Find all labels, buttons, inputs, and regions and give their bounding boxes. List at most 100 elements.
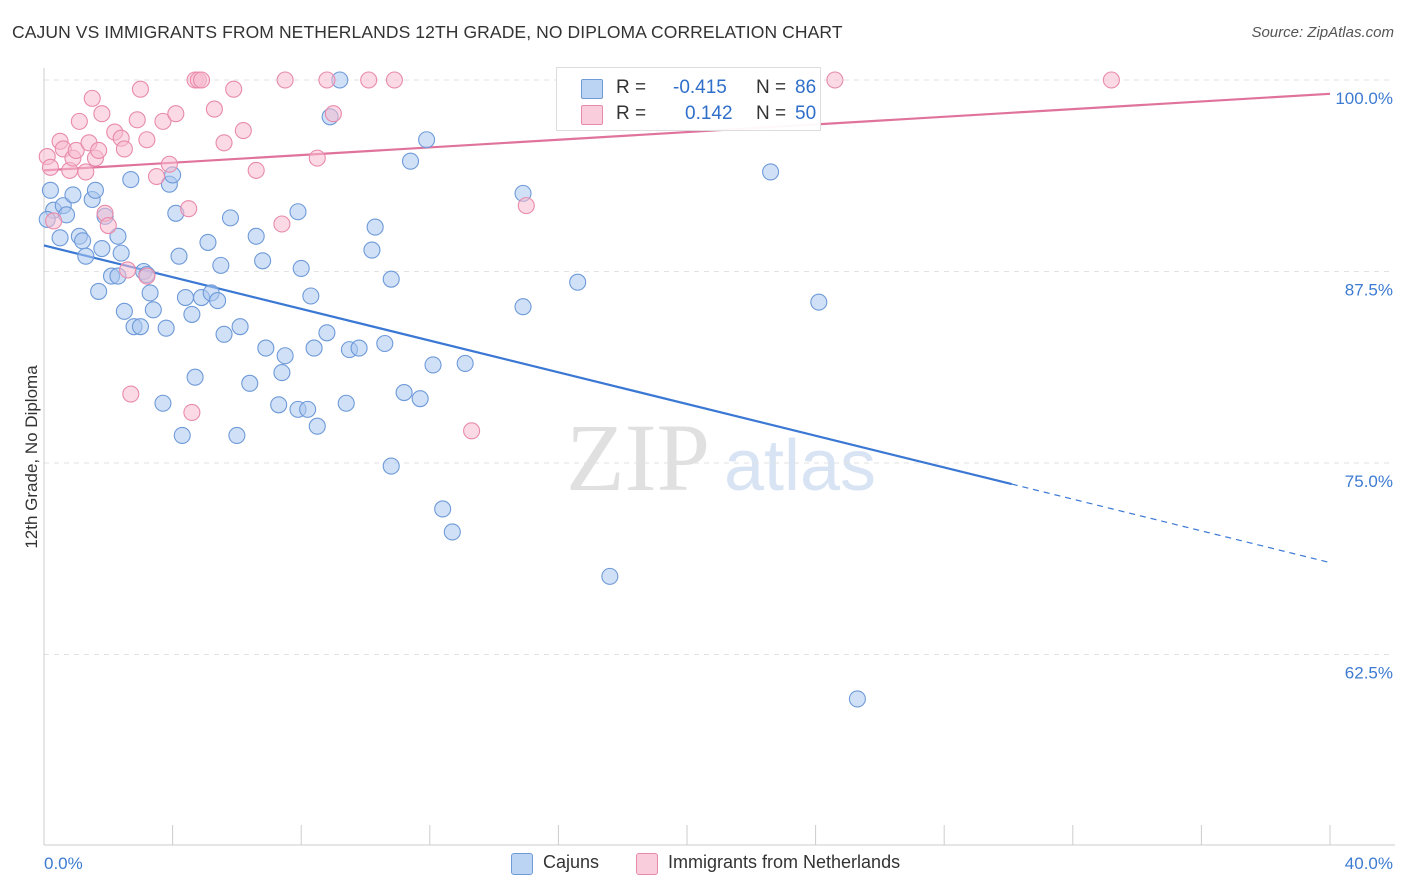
data-point: [173, 426, 191, 444]
data-point: [225, 80, 243, 98]
legend-swatch-netherlands: [581, 105, 603, 125]
data-point: [112, 244, 130, 262]
legend-n-label: N =: [756, 103, 787, 124]
legend-r-label: R =: [616, 77, 647, 98]
data-point: [337, 394, 355, 412]
series-netherlands: [38, 71, 1120, 440]
data-point: [463, 422, 481, 440]
bottom-legend-swatch-cajuns: [511, 853, 533, 875]
data-point: [826, 71, 844, 89]
chart-title: CAJUN VS IMMIGRANTS FROM NETHERLANDS 12T…: [12, 22, 843, 42]
data-point: [221, 209, 240, 227]
data-point: [350, 339, 368, 357]
data-point: [228, 426, 246, 444]
data-point: [160, 155, 178, 173]
data-point: [376, 334, 394, 353]
data-point: [131, 80, 149, 98]
data-point: [183, 403, 201, 421]
bottom-legend-label-cajuns: Cajuns: [543, 852, 600, 872]
data-point: [41, 158, 59, 176]
correlation-legend: R = -0.415 N = 86 R = 0.142 N = 50: [556, 67, 821, 131]
trendline-netherlands: [43, 92, 1331, 172]
data-point: [186, 368, 204, 386]
data-point: [115, 302, 133, 320]
data-point: [273, 215, 291, 233]
data-point: [601, 567, 619, 585]
y-axis-label: 12th Grade, No Diploma: [22, 365, 41, 549]
data-point: [74, 232, 92, 250]
data-point: [762, 163, 780, 181]
data-point: [241, 374, 259, 392]
data-point: [418, 131, 436, 149]
data-point: [231, 318, 249, 336]
data-point: [212, 256, 230, 274]
data-point: [299, 400, 317, 418]
data-point: [138, 131, 156, 149]
y-tick-label: 87.5%: [1345, 281, 1393, 300]
data-point: [99, 216, 117, 235]
data-point: [456, 354, 474, 372]
trendlines: [43, 92, 1331, 564]
data-point: [122, 171, 140, 189]
gridlines: [44, 79, 1390, 655]
data-point: [1102, 71, 1120, 89]
legend-r-label: R =: [616, 103, 647, 124]
data-point: [131, 318, 149, 336]
data-point: [45, 212, 63, 230]
data-point: [93, 239, 111, 258]
data-point: [180, 200, 198, 218]
data-point: [318, 71, 336, 89]
legend-n-value: 86: [795, 77, 817, 98]
watermark-atlas: atlas: [724, 426, 876, 506]
y-tick-label: 62.5%: [1345, 664, 1393, 683]
data-point: [209, 292, 227, 310]
data-point: [517, 197, 535, 215]
data-point: [77, 163, 95, 181]
legend-swatch-cajuns: [581, 79, 603, 99]
data-point: [70, 112, 88, 130]
data-point: [119, 261, 137, 279]
data-point: [363, 241, 381, 259]
data-point: [289, 203, 307, 221]
data-point: [276, 347, 294, 365]
chart-source: Source: ZipAtlas.com: [1251, 24, 1394, 41]
data-point: [247, 161, 265, 179]
data-point: [176, 288, 195, 307]
data-point: [257, 339, 275, 357]
axes: [43, 68, 1395, 846]
watermark: ZIP atlas: [566, 404, 876, 511]
y-tick-label: 100.0%: [1335, 89, 1393, 108]
legend-n-value: 50: [795, 103, 817, 124]
series-cajuns: [38, 71, 866, 708]
data-point: [270, 396, 288, 414]
data-point: [138, 267, 156, 285]
data-point: [141, 284, 159, 302]
data-point: [308, 417, 326, 435]
data-point: [385, 71, 403, 89]
data-point: [41, 181, 59, 199]
x-tick-label: 40.0%: [1345, 854, 1393, 873]
x-tick-label: 0.0%: [44, 854, 83, 873]
data-point: [205, 100, 223, 118]
data-point: [128, 111, 146, 129]
data-point: [192, 71, 211, 89]
legend-n-label: N =: [756, 77, 787, 98]
data-point: [424, 356, 442, 374]
data-point: [215, 325, 233, 343]
data-point: [305, 339, 323, 357]
data-point: [144, 301, 162, 319]
trendline-cajuns: [43, 244, 1012, 486]
data-point: [302, 287, 320, 305]
data-point: [273, 364, 291, 382]
data-point: [93, 105, 111, 123]
data-point: [77, 247, 95, 265]
data-point: [170, 247, 188, 265]
data-point: [90, 141, 108, 160]
data-point: [514, 298, 532, 316]
data-point: [292, 259, 310, 277]
data-point: [401, 152, 420, 170]
data-point: [64, 186, 82, 204]
data-point: [395, 383, 413, 402]
data-point: [154, 394, 172, 412]
data-point: [154, 112, 172, 130]
